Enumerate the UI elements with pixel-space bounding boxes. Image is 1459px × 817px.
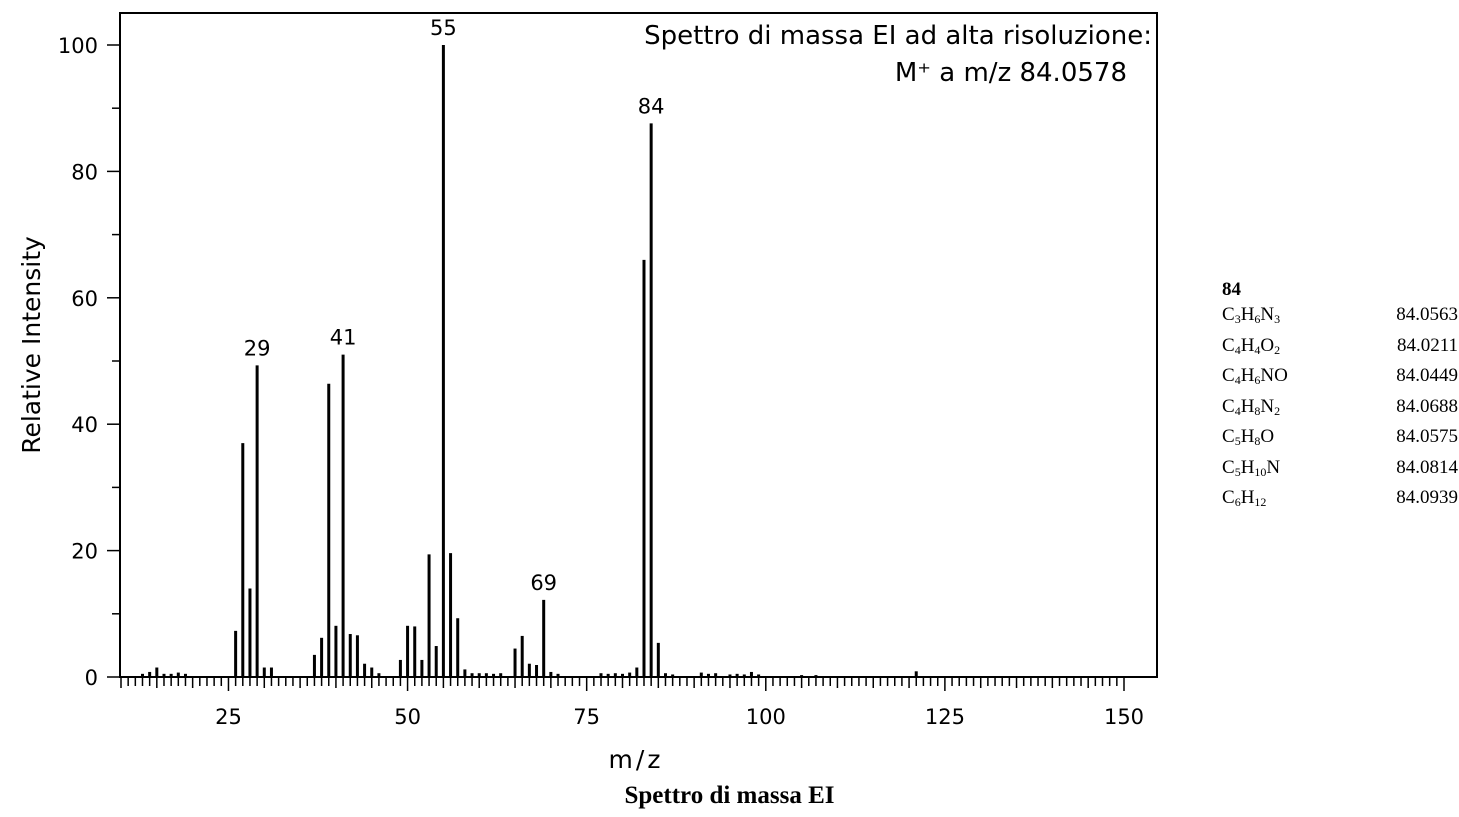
formula-table: 84 C3H6N3 84.0563 C4H4O2 84.0211 C4H6NO 84.04… [1222, 278, 1458, 516]
x-tick-label: 75 [573, 705, 600, 729]
formula-name: C4H6NO [1222, 365, 1288, 387]
formula-row: C5H10N 84.0814 [1222, 455, 1458, 486]
y-axis: 0 20 40 60 80 100 [58, 34, 120, 690]
formula-name: C4H4O2 [1222, 334, 1281, 357]
formula-name: C4H8N2 [1222, 395, 1281, 418]
x-tick-label: 125 [925, 705, 965, 729]
formula-mass: 84.0211 [1396, 334, 1458, 356]
y-tick-label: 0 [85, 666, 98, 690]
formula-row: C4H4O2 84.0211 [1222, 333, 1458, 364]
formula-row: C4H6NO 84.0449 [1222, 363, 1458, 394]
x-minor-ticks [120, 677, 1125, 691]
chart-subtitle: M⁺ a m/z 84.0578 [895, 58, 1127, 88]
y-tick-label: 40 [71, 413, 98, 437]
formula-mass: 84.0449 [1396, 365, 1458, 386]
peak-labels: 29 41 55 69 84 [244, 16, 665, 595]
peak-label: 55 [430, 16, 457, 40]
plot-frame [119, 12, 1158, 678]
formula-name: C3H6N3 [1222, 304, 1281, 326]
formula-name: C5H8O [1222, 426, 1275, 448]
x-axis-label: m/z [609, 745, 664, 774]
x-tick-label: 150 [1104, 705, 1144, 729]
y-tick-label: 100 [58, 34, 98, 58]
peak-label: 29 [244, 336, 271, 360]
formula-row: C5H8O 84.0575 [1222, 424, 1458, 455]
x-axis: 25 50 75 100 125 150 [215, 705, 1144, 729]
peak-label: 69 [530, 571, 557, 595]
formula-mass: 84.0939 [1396, 487, 1458, 508]
formula-name: C6H12 [1222, 487, 1267, 509]
formula-row: C6H12 84.0939 [1222, 485, 1458, 516]
peak-label: 84 [638, 94, 665, 118]
formula-mass: 84.0575 [1396, 426, 1458, 447]
formula-mass: 84.0814 [1396, 456, 1458, 478]
formula-row: C4H8N2 84.0688 [1222, 394, 1458, 425]
figure-caption: Spettro di massa EI [624, 782, 835, 809]
y-tick-label: 80 [71, 160, 98, 184]
formula-mass: 84.0563 [1396, 304, 1458, 325]
formula-row: C3H6N3 84.0563 [1222, 302, 1458, 333]
y-tick-label: 60 [71, 287, 98, 311]
formula-mass: 84.0688 [1396, 395, 1458, 417]
spectrum-bars [140, 45, 918, 677]
formula-table-title: 84 [1222, 279, 1241, 300]
formula-rows: C3H6N3 84.0563 C4H4O2 84.0211 C4H6NO 84.0449 C… [1222, 302, 1458, 516]
peak-label: 41 [330, 326, 357, 350]
x-tick-label: 50 [394, 705, 421, 729]
x-tick-label: 25 [215, 705, 242, 729]
y-axis-label: Relative Intensity [17, 236, 46, 454]
y-tick-label: 20 [71, 540, 98, 564]
formula-name: C5H10N [1222, 456, 1281, 479]
chart-title: Spettro di massa EI ad alta risoluzione: [644, 21, 1152, 51]
x-tick-label: 100 [746, 705, 786, 729]
